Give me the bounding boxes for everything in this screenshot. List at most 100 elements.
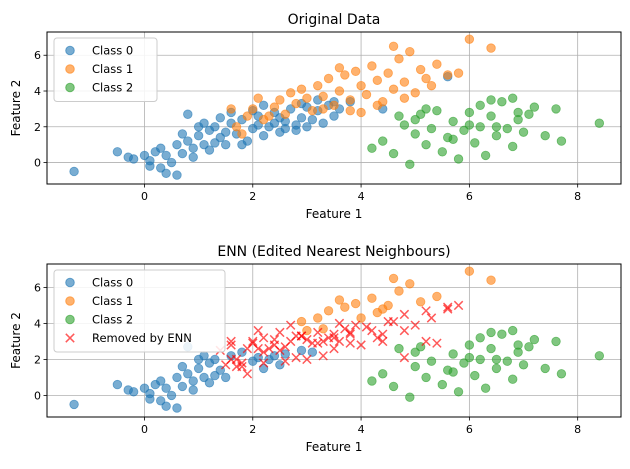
series-class-2-point: [502, 356, 512, 366]
series-class-2-point: [556, 136, 567, 146]
y-axis-label: Feature 2: [9, 312, 23, 369]
series-class-2-point: [405, 392, 415, 402]
series-class-2-point: [475, 122, 485, 132]
series-class-0-point: [112, 379, 123, 390]
series-class-0-point: [258, 363, 269, 374]
series-removed-by-enn-point: [329, 329, 339, 339]
series-removed-by-enn-point: [421, 306, 431, 316]
legend-marker: [65, 64, 75, 74]
legend-marker: [65, 82, 75, 93]
series-class-1-point: [275, 95, 285, 105]
series-class-0-point: [215, 113, 225, 123]
series-class-0-point: [193, 363, 204, 374]
series-class-2-point: [518, 360, 529, 370]
legend-label: Class 0: [92, 44, 133, 58]
series-removed-by-enn-point: [291, 352, 301, 363]
series-class-2-point: [475, 354, 485, 365]
series-removed-by-enn-point: [242, 343, 253, 354]
series-class-1-point: [486, 43, 496, 53]
series-removed-by-enn-point: [285, 320, 296, 330]
series-class-1-point: [405, 46, 415, 57]
series-class-1-point: [323, 73, 334, 84]
series-class-1-point: [296, 84, 307, 94]
series-class-0-point: [280, 123, 290, 134]
series-class-0-point: [193, 131, 204, 141]
series-class-0-point: [296, 113, 307, 123]
series-removed-by-enn-point: [275, 327, 285, 338]
series-class-0-point: [296, 345, 307, 356]
series-removed-by-enn-point: [426, 313, 437, 323]
series-class-1-point: [313, 313, 323, 323]
series-removed-by-enn-point: [432, 338, 442, 348]
series-class-2-point: [367, 143, 377, 153]
series-class-2-point: [453, 387, 464, 397]
series-class-0-point: [307, 347, 318, 357]
series-class-1-point: [334, 295, 345, 305]
series-class-1-point: [285, 88, 296, 98]
series-class-1-point: [318, 104, 328, 114]
series-class-1-point: [334, 63, 345, 73]
series-class-2-point: [502, 123, 512, 134]
series-class-2-point: [426, 123, 437, 134]
series-class-2-point: [448, 349, 458, 359]
series-class-2-point: [437, 379, 448, 390]
series-class-2-point: [421, 104, 431, 114]
series-removed-by-enn-point: [399, 352, 410, 363]
series-class-0-point: [302, 122, 312, 132]
series-class-1-point: [323, 306, 334, 316]
series-class-2-point: [432, 105, 442, 116]
series-removed-by-enn-point: [372, 333, 383, 343]
series-class-0-point: [307, 114, 318, 125]
series-removed-by-enn-point: [280, 356, 290, 366]
series-class-2-point: [421, 139, 431, 150]
series-class-2-point: [367, 376, 377, 386]
series-class-1-point: [432, 59, 442, 69]
series-class-0-point: [275, 360, 285, 370]
series-class-1-point: [399, 77, 410, 87]
series-class-0-point: [112, 147, 123, 157]
series-removed-by-enn-point: [258, 347, 269, 357]
series-class-1-point: [345, 95, 355, 105]
series-removed-by-enn-point: [253, 343, 263, 354]
series-removed-by-enn-point: [253, 325, 263, 336]
series-class-0-point: [172, 372, 182, 383]
series-removed-by-enn-point: [264, 343, 274, 354]
series-class-1-point: [237, 129, 247, 139]
series-class-1-point: [340, 302, 350, 312]
legend: Class 0 Class 1 Class 2 Removed by ENN: [53, 269, 226, 353]
series-class-2-point: [594, 118, 605, 128]
series-class-1-point: [269, 102, 280, 112]
legend-label: Class 2: [92, 81, 133, 95]
series-class-2-point: [540, 131, 550, 141]
series-class-1-point: [388, 273, 399, 284]
series-class-0-point: [172, 139, 182, 150]
series-removed-by-enn-point: [258, 333, 269, 343]
series-class-1-point: [307, 105, 318, 116]
y-tick-label: 0: [34, 157, 41, 170]
chart-panel-1: 0 2 4 6 8 0 2 4 6 Original Data Feature 1 Feature 2…: [9, 12, 622, 221]
series-class-2-point: [378, 136, 388, 146]
series-class-0-point: [156, 376, 166, 386]
series-removed-by-enn-point: [399, 309, 410, 320]
series-class-1-point: [242, 111, 253, 121]
series-removed-by-enn-point: [421, 336, 431, 347]
series-class-0-point: [220, 127, 231, 137]
series-class-1-point: [367, 61, 377, 71]
series-class-0-point: [172, 170, 182, 180]
series-class-1-point: [464, 34, 475, 44]
series-class-2-point: [448, 134, 458, 144]
series-class-1-point: [264, 111, 274, 121]
series-removed-by-enn-point: [226, 336, 236, 347]
series-class-1-point: [394, 54, 404, 64]
series-class-2-point: [410, 129, 420, 139]
series-class-0-point: [199, 351, 209, 361]
series-removed-by-enn-point: [275, 345, 285, 356]
series-class-0-point: [237, 347, 247, 357]
series-class-2-point: [529, 334, 540, 345]
series-class-1-point: [426, 80, 437, 91]
series-class-0-point: [69, 166, 79, 177]
series-class-0-point: [258, 100, 269, 111]
series-class-1-point: [378, 304, 388, 314]
series-removed-by-enn-point: [302, 354, 312, 365]
